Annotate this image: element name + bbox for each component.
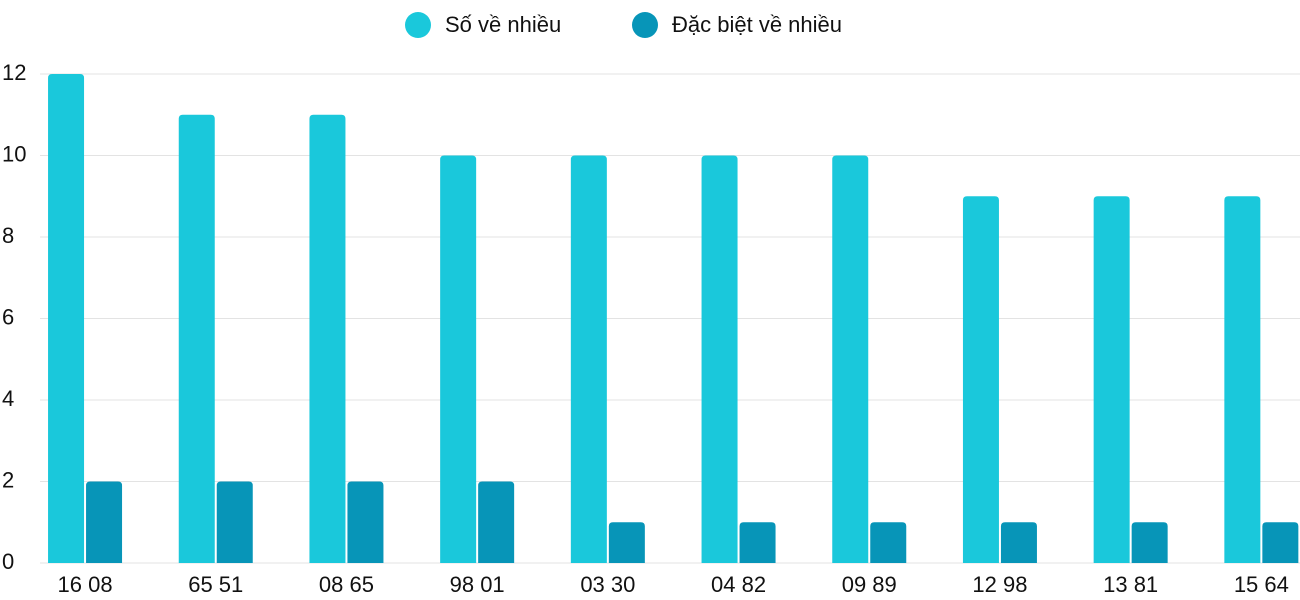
bar	[48, 74, 85, 563]
bar	[832, 155, 869, 563]
bar	[86, 481, 123, 563]
bar	[440, 155, 477, 563]
x-tick-label: 03 30	[580, 572, 635, 597]
legend-label: Đặc biệt về nhiều	[672, 12, 842, 37]
legend-marker	[632, 12, 658, 38]
legend-label: Số về nhiều	[445, 12, 561, 37]
x-tick-label: 98 01	[450, 572, 505, 597]
x-tick-label: 65 51	[188, 572, 243, 597]
bar	[608, 522, 645, 563]
bar	[216, 481, 253, 563]
bar	[870, 522, 907, 563]
y-tick-label: 6	[2, 304, 14, 329]
bar	[1131, 522, 1168, 563]
x-tick-label: 08 65	[319, 572, 374, 597]
bar	[309, 114, 346, 563]
bar	[1093, 196, 1130, 563]
x-tick-label: 04 82	[711, 572, 766, 597]
y-tick-label: 10	[2, 141, 26, 166]
bar	[347, 481, 384, 563]
x-tick-label: 13 81	[1103, 572, 1158, 597]
bar	[701, 155, 738, 563]
bar	[1224, 196, 1261, 563]
x-tick-label: 12 98	[972, 572, 1027, 597]
legend-marker	[405, 12, 431, 38]
bar	[570, 155, 607, 563]
x-tick-label: 15 64	[1234, 572, 1289, 597]
bar	[178, 114, 215, 563]
bar	[739, 522, 776, 563]
bar	[962, 196, 999, 563]
y-tick-label: 4	[2, 386, 14, 411]
y-tick-label: 2	[2, 467, 14, 492]
bar	[1262, 522, 1299, 563]
y-tick-label: 0	[2, 549, 14, 574]
bar	[478, 481, 515, 563]
bar	[1000, 522, 1037, 563]
y-tick-label: 8	[2, 223, 14, 248]
x-tick-label: 16 08	[58, 572, 113, 597]
y-tick-label: 12	[2, 60, 26, 85]
x-tick-label: 09 89	[842, 572, 897, 597]
